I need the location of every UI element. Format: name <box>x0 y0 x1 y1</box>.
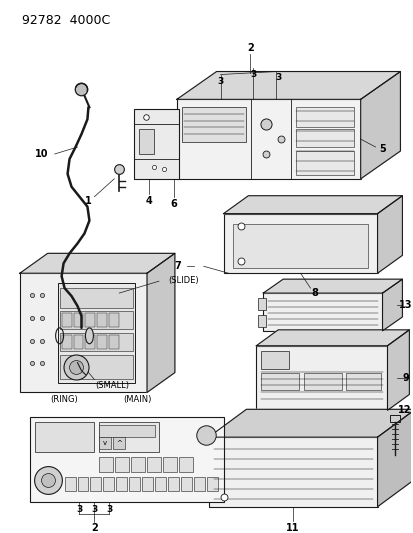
Bar <box>74 313 83 327</box>
Bar <box>99 425 154 437</box>
Text: 4: 4 <box>145 196 152 206</box>
Bar <box>256 346 387 410</box>
Text: 92782  4000C: 92782 4000C <box>22 14 110 27</box>
Bar <box>64 477 75 491</box>
Bar <box>258 298 266 310</box>
Bar <box>113 437 125 449</box>
Text: 3: 3 <box>217 77 223 86</box>
Bar <box>233 223 367 268</box>
Bar <box>181 107 246 142</box>
Polygon shape <box>256 330 408 346</box>
Polygon shape <box>223 196 401 214</box>
Bar <box>129 477 140 491</box>
Bar <box>223 214 377 273</box>
Bar <box>85 335 95 349</box>
Text: 5: 5 <box>378 144 385 154</box>
Ellipse shape <box>85 328 93 344</box>
Bar <box>20 273 147 392</box>
Text: 2: 2 <box>91 522 97 532</box>
Polygon shape <box>377 409 413 507</box>
Text: 2: 2 <box>247 43 253 53</box>
Text: 3: 3 <box>91 505 97 514</box>
Bar <box>35 422 94 452</box>
Text: 8: 8 <box>311 288 318 298</box>
Bar <box>193 477 204 491</box>
Polygon shape <box>382 279 401 331</box>
Bar <box>97 335 107 349</box>
Bar <box>154 477 166 491</box>
Text: (SMALL): (SMALL) <box>95 381 129 390</box>
Bar <box>206 477 217 491</box>
Polygon shape <box>387 330 408 410</box>
Polygon shape <box>176 71 399 99</box>
Bar <box>295 151 353 175</box>
Bar <box>109 313 119 327</box>
Text: 10: 10 <box>35 149 48 159</box>
Text: 6: 6 <box>170 199 177 208</box>
Bar <box>30 417 223 502</box>
Text: 11: 11 <box>286 522 299 532</box>
Bar <box>139 129 154 154</box>
Bar <box>263 293 382 331</box>
Bar <box>180 477 191 491</box>
Bar <box>77 477 88 491</box>
Bar <box>62 313 71 327</box>
Bar <box>103 477 114 491</box>
Bar <box>90 477 101 491</box>
Bar <box>116 477 127 491</box>
Bar <box>142 477 153 491</box>
Polygon shape <box>147 253 174 392</box>
Bar <box>134 109 178 179</box>
Text: (RING): (RING) <box>50 395 78 404</box>
Bar <box>59 354 133 378</box>
Text: 3: 3 <box>274 73 281 82</box>
Bar <box>258 315 266 327</box>
Bar <box>168 477 178 491</box>
Bar <box>261 373 298 391</box>
Text: (MAIN): (MAIN) <box>123 395 151 404</box>
Bar <box>74 335 83 349</box>
Polygon shape <box>20 253 174 273</box>
Bar <box>99 457 113 472</box>
Bar <box>99 437 111 449</box>
Bar <box>176 99 360 179</box>
Text: 1: 1 <box>85 196 92 206</box>
Text: 13: 13 <box>398 300 411 310</box>
Bar <box>59 288 133 308</box>
Bar <box>295 107 353 127</box>
Text: ^: ^ <box>116 440 122 446</box>
Bar <box>115 457 129 472</box>
Bar <box>131 457 145 472</box>
Bar <box>99 422 159 452</box>
Text: 12: 12 <box>396 405 410 415</box>
Bar <box>147 457 161 472</box>
Bar <box>178 457 192 472</box>
Bar <box>303 373 341 391</box>
Bar <box>59 311 133 329</box>
Text: v: v <box>103 440 107 446</box>
Text: 3: 3 <box>249 70 256 79</box>
Bar <box>389 415 399 422</box>
Bar <box>295 129 353 147</box>
Bar <box>85 313 95 327</box>
Bar <box>208 437 377 507</box>
Bar <box>59 333 133 351</box>
Bar <box>261 351 288 369</box>
Text: (SLIDE): (SLIDE) <box>168 276 199 285</box>
Polygon shape <box>263 279 401 293</box>
Bar <box>345 373 380 391</box>
Text: 9: 9 <box>401 373 408 383</box>
Text: 7: 7 <box>173 261 180 271</box>
Polygon shape <box>208 409 413 437</box>
Text: 3: 3 <box>106 505 112 514</box>
Bar <box>97 313 107 327</box>
Polygon shape <box>360 71 399 179</box>
Polygon shape <box>377 196 401 273</box>
Text: 3: 3 <box>76 505 83 514</box>
Bar <box>109 335 119 349</box>
Bar <box>62 335 71 349</box>
Bar <box>163 457 176 472</box>
Bar <box>57 283 135 383</box>
Bar <box>59 328 89 344</box>
